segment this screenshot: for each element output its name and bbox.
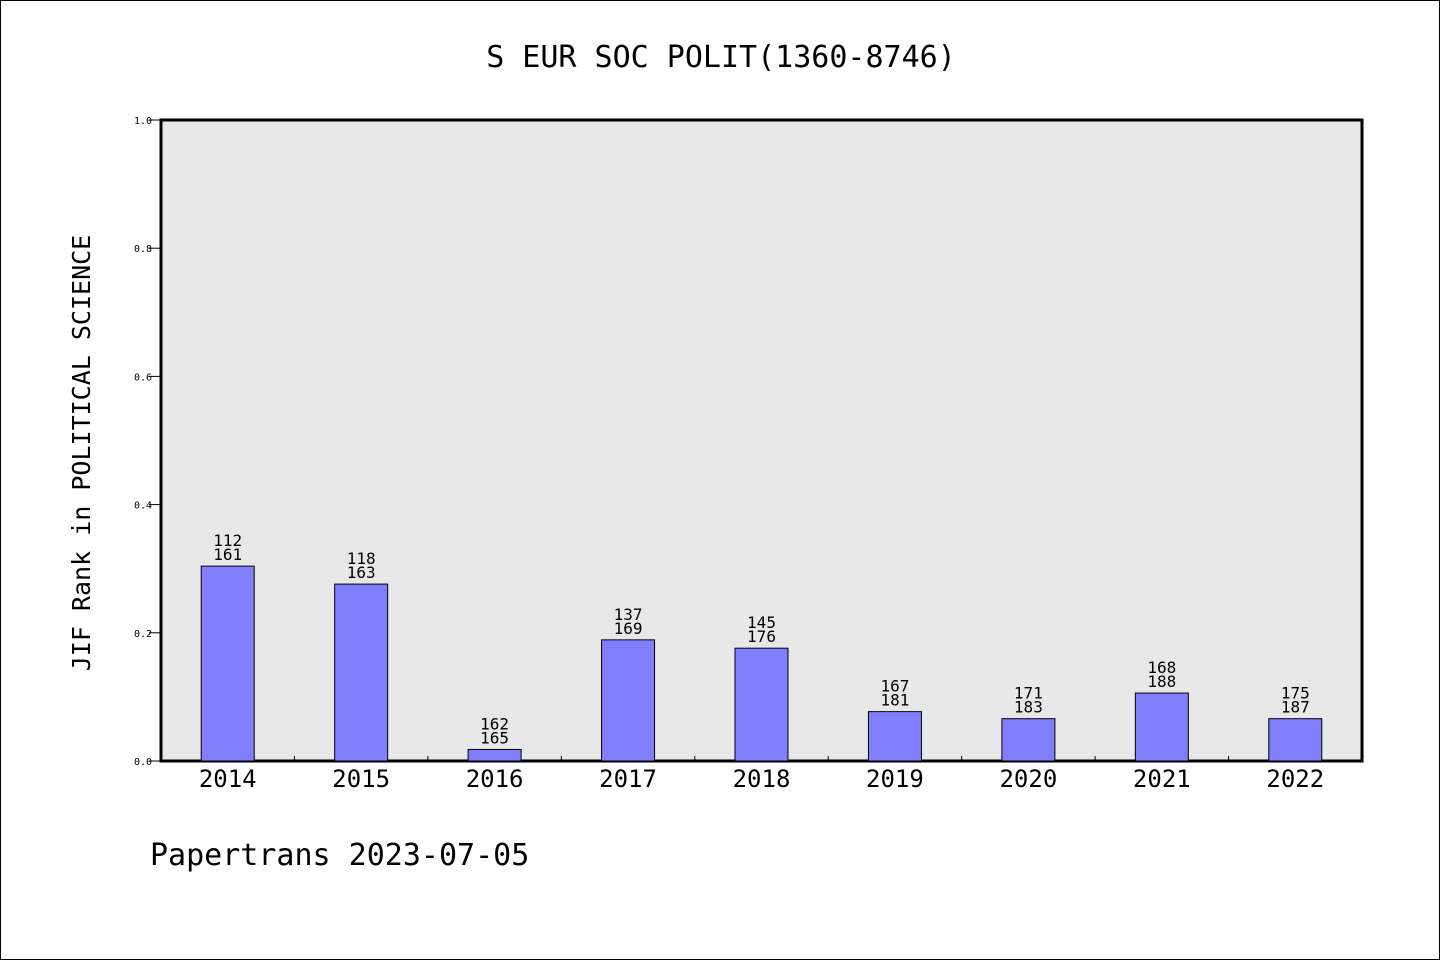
y-tick-label: 0.6 [134, 372, 152, 383]
x-tick-label: 2016 [466, 765, 524, 793]
bar-total-label: 188 [1147, 672, 1176, 691]
bar [200, 565, 255, 762]
x-tick-label: 2017 [599, 765, 657, 793]
x-tick-label: 2015 [332, 765, 390, 793]
bar-rank-label: 175 [1281, 684, 1310, 703]
footer-text: Papertrans 2023-07-05 [150, 838, 529, 873]
bar [1001, 718, 1056, 762]
bar [1268, 718, 1323, 762]
bar [867, 711, 922, 762]
x-tick-label: 2020 [999, 765, 1057, 793]
y-axis-label: JIF Rank in POLITICAL SCIENCE [67, 235, 96, 672]
bar [334, 583, 389, 762]
bar-total-label: 183 [1014, 698, 1043, 717]
bar-total-label: 187 [1281, 698, 1310, 717]
bar-total-label: 169 [614, 619, 643, 638]
bar-rank-label: 145 [747, 613, 776, 632]
y-tick-label: 0.2 [134, 629, 152, 640]
bar-total-label: 176 [747, 627, 776, 646]
y-axis-ticks: 0.0 0.2 0.4 0.6 0.8 1.0 [134, 116, 161, 768]
bar-total-label: 165 [480, 728, 509, 747]
bar-rank-label: 118 [347, 549, 376, 568]
bar [1134, 692, 1189, 762]
chart-title: S EUR SOC POLIT(1360-8746) [486, 40, 956, 75]
bar-total-label: 181 [880, 691, 909, 710]
bar-rank-label: 168 [1147, 658, 1176, 677]
y-tick-label: 0.0 [134, 757, 152, 768]
x-tick-label: 2018 [733, 765, 791, 793]
bar-total-label: 163 [347, 563, 376, 582]
x-tick-label: 2022 [1266, 765, 1324, 793]
bar [601, 639, 656, 762]
x-tick-label: 2014 [199, 765, 257, 793]
y-tick-label: 0.4 [134, 501, 152, 512]
y-tick-label: 0.8 [134, 244, 152, 255]
x-tick-label: 2019 [866, 765, 924, 793]
bar-rank-label: 171 [1014, 684, 1043, 703]
bar-total-label: 161 [213, 545, 242, 564]
bar [734, 647, 789, 762]
bar-rank-label: 167 [880, 677, 909, 696]
x-tick-label: 2021 [1133, 765, 1191, 793]
bar-rank-label: 112 [213, 531, 242, 550]
y-tick-label: 1.0 [134, 116, 152, 127]
bar [467, 748, 522, 762]
bar-rank-label: 162 [480, 714, 509, 733]
bar-rank-label: 137 [614, 605, 643, 624]
x-axis-ticks: 2014 2015 2016 2017 2018 2019 2020 2021 2022 [199, 756, 1324, 793]
